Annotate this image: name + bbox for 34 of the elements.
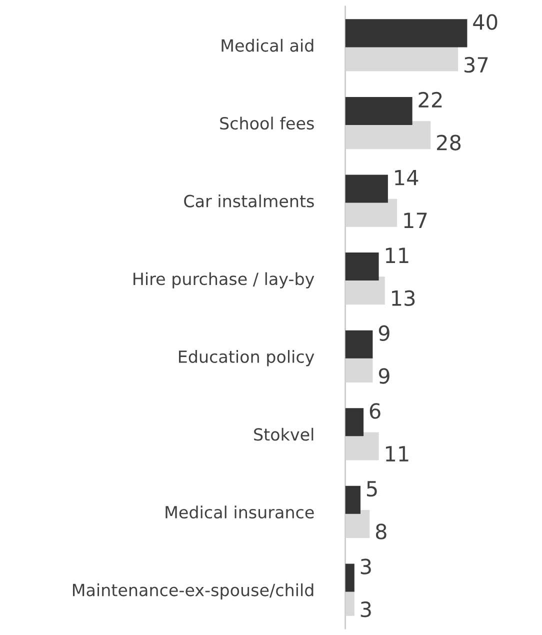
bar <box>345 252 379 281</box>
data-label: 3 <box>360 601 371 618</box>
y-tick-label: Maintenance-ex-spouse/child <box>73 583 314 600</box>
bar <box>345 330 373 358</box>
bar <box>345 408 364 436</box>
bar <box>345 174 388 203</box>
data-label: 3 <box>360 558 371 574</box>
bar <box>345 510 370 538</box>
data-label: 17 <box>404 212 427 228</box>
bar <box>345 19 468 48</box>
bar <box>345 486 360 514</box>
data-label: 22 <box>418 92 442 108</box>
y-tick-label: Car instalments <box>184 194 314 208</box>
y-tick-label: Stokvel <box>254 428 314 441</box>
data-label: 37 <box>464 56 488 73</box>
data-label: 28 <box>437 134 461 150</box>
data-label: 6 <box>370 403 380 419</box>
y-tick-label: Hire purchase / lay-by <box>134 272 314 288</box>
data-label: 9 <box>378 368 390 384</box>
bar <box>345 96 412 125</box>
y-tick-label: Medical insurance <box>166 506 314 519</box>
bar <box>345 564 354 592</box>
y-tick-label: School fees <box>220 116 314 130</box>
data-label: 11 <box>386 446 408 462</box>
data-label: 40 <box>473 14 498 30</box>
bar <box>345 432 379 460</box>
data-label: 8 <box>376 524 386 540</box>
data-label: 14 <box>395 170 418 186</box>
data-label: 9 <box>378 325 390 342</box>
data-label: 5 <box>366 481 377 497</box>
y-tick-label: Medical aid <box>222 38 314 52</box>
y-tick-label: Education policy <box>178 350 314 366</box>
data-label: 13 <box>392 290 415 306</box>
data-label: 11 <box>386 248 408 263</box>
